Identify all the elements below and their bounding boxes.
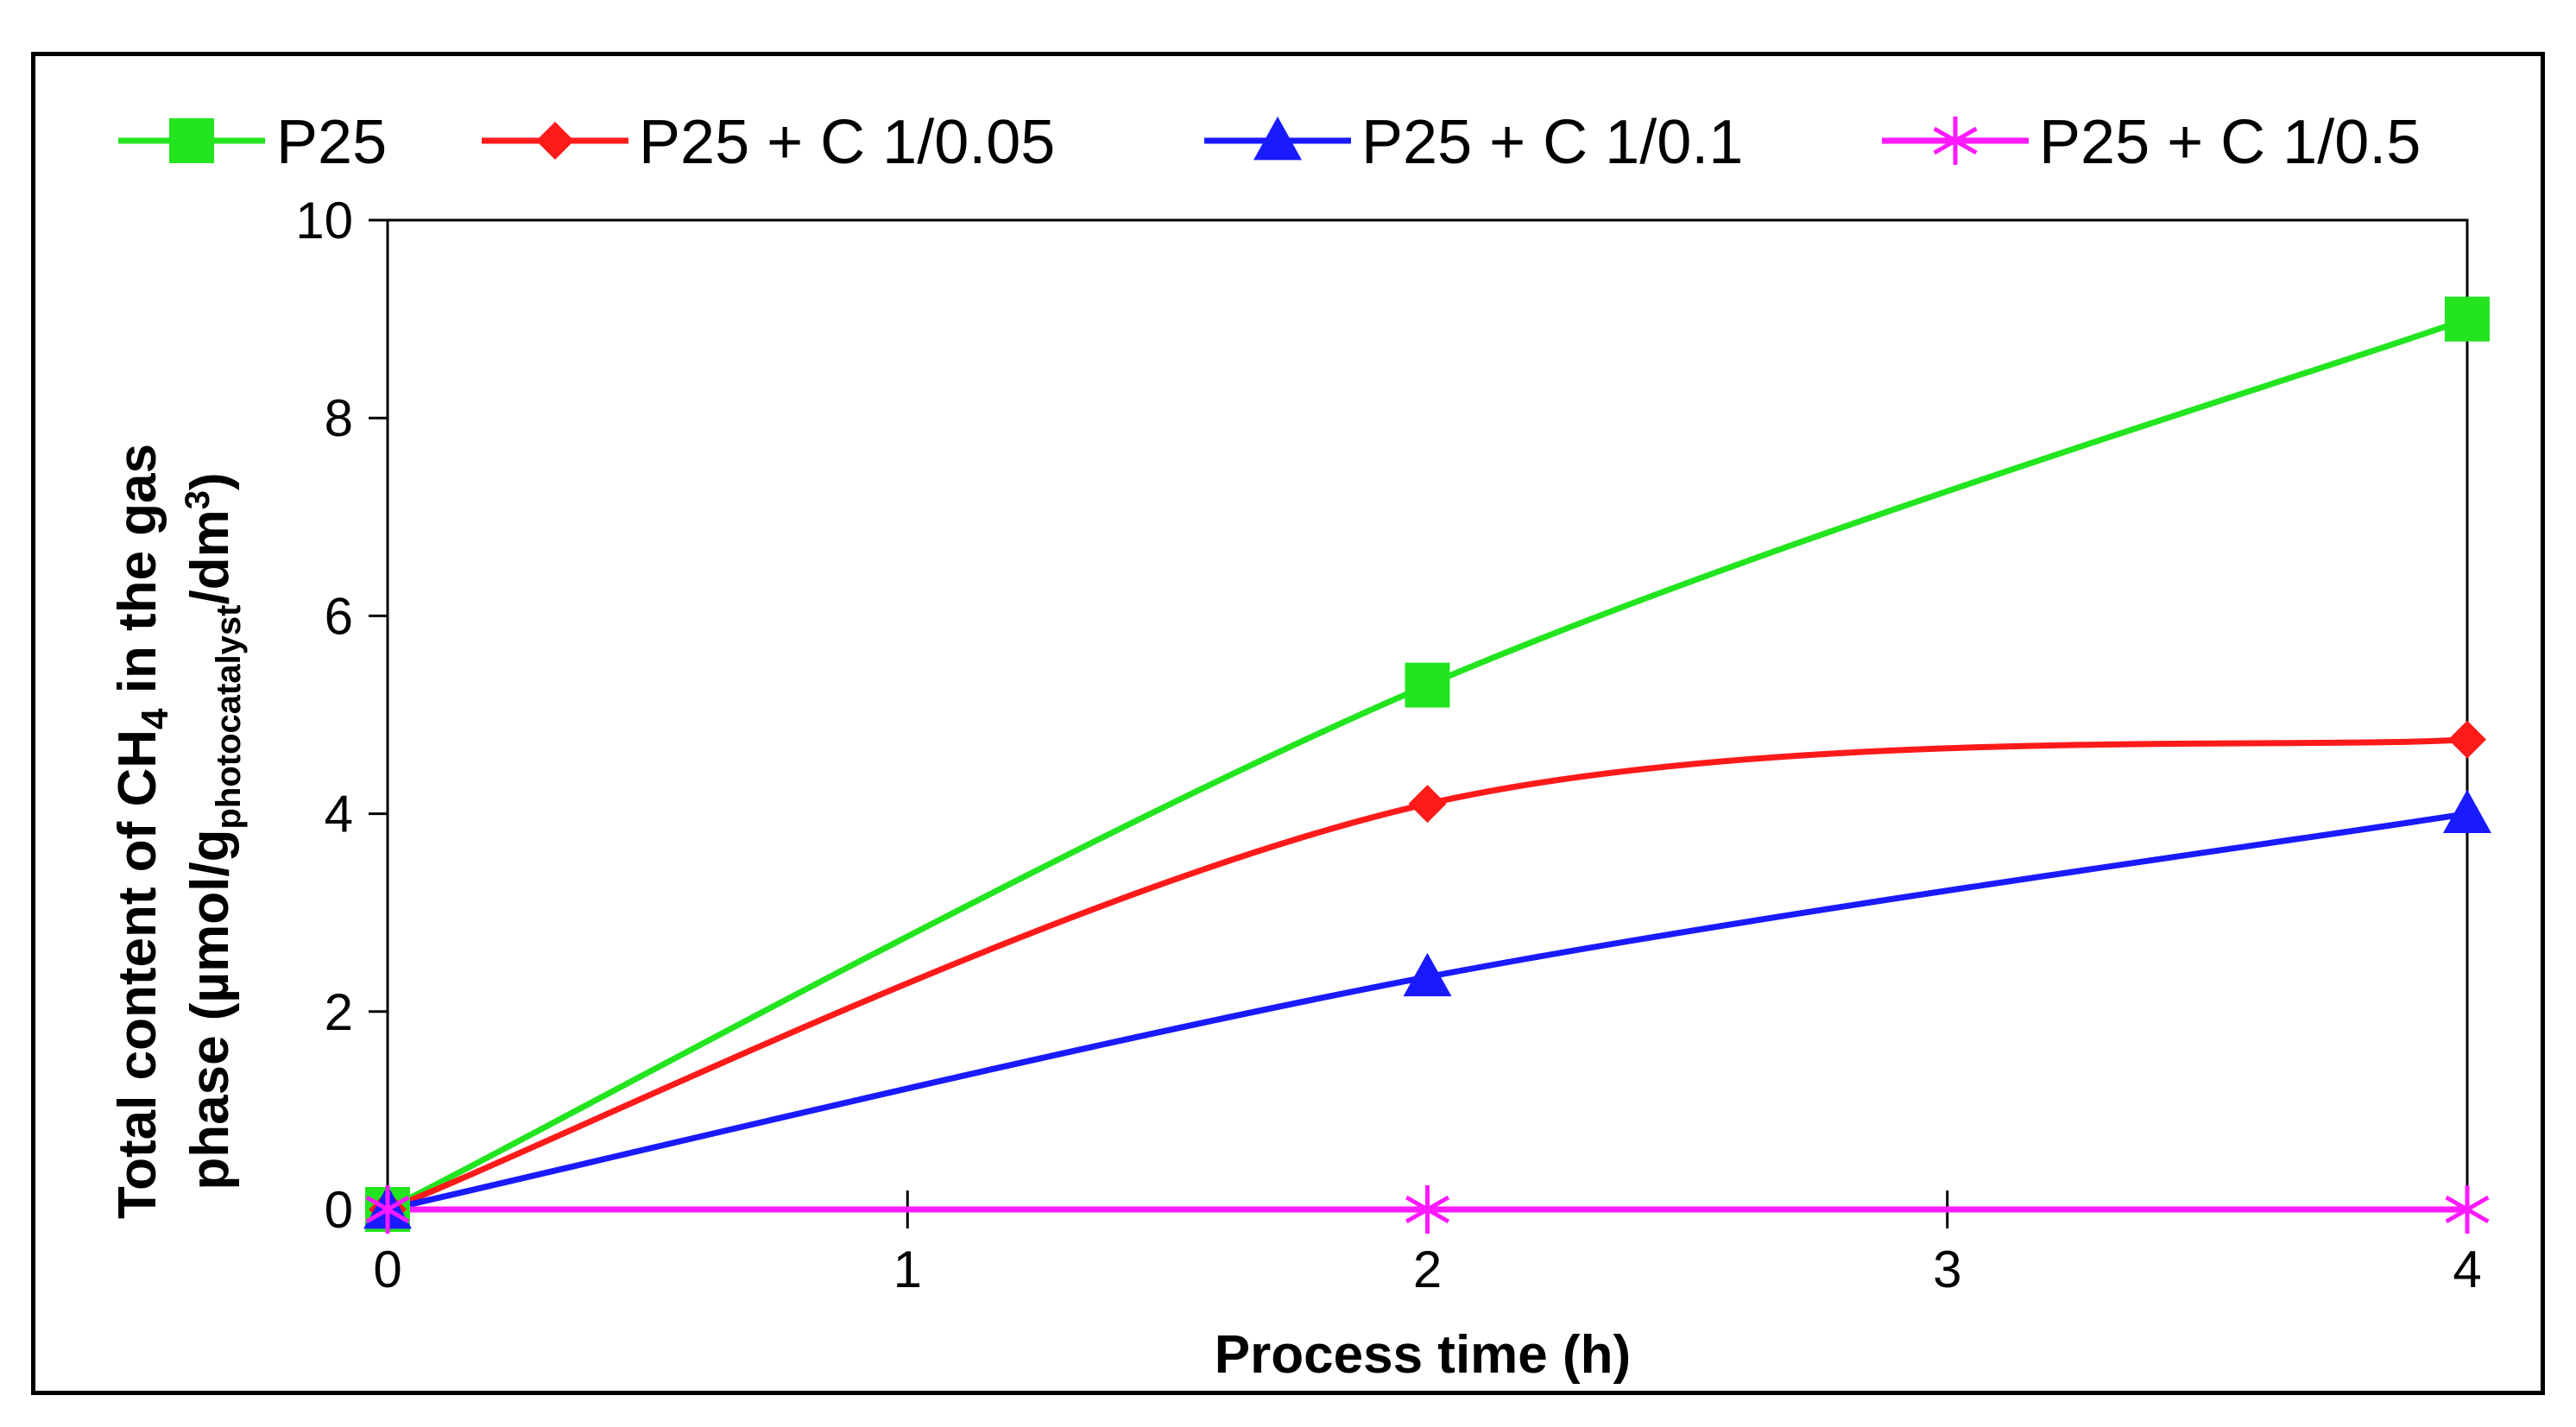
legend-item-0: P25: [118, 108, 387, 177]
legend-label: P25 + C 1/0.5: [2039, 108, 2421, 177]
x-tick-label: 3: [1933, 1241, 1961, 1298]
plot-area-border: [386, 218, 2469, 1211]
y-axis-title: Total content of CH4 in the gas phase (µ…: [108, 444, 248, 1219]
x-tick-label: 4: [2453, 1241, 2481, 1298]
y-axis-title-line2: phase (µmol/gphotocatalyst/dm3): [179, 472, 248, 1190]
data-point-series-2: [1403, 952, 1452, 997]
data-point-series-1: [1408, 785, 1447, 824]
x-tick-label: 1: [893, 1241, 922, 1298]
y-tick-label: 10: [295, 192, 353, 249]
data-point-series-0: [2445, 296, 2490, 342]
data-point-series-3: [2445, 1185, 2490, 1234]
y-tick-label: 2: [325, 983, 353, 1041]
data-point-series-0: [1405, 662, 1450, 708]
chart-frame: [31, 52, 2545, 1395]
legend-item-1: P25 + C 1/0.05: [482, 108, 1055, 177]
legend-marker: [1253, 117, 1302, 161]
y-axis-title-line1: Total content of CH4 in the gas: [108, 444, 176, 1219]
legend-item-3: P25 + C 1/0.5: [1882, 108, 2421, 177]
legend-label: P25 + C 1/0.1: [1361, 108, 1743, 177]
legend-marker: [536, 122, 574, 160]
data-point-series-1: [2448, 720, 2486, 759]
legend-marker: [1933, 117, 1978, 165]
series-layer: [363, 296, 2491, 1234]
series-line-2: [387, 811, 2468, 1213]
legend-label: P25: [276, 108, 387, 177]
y-tick-label: 4: [325, 786, 353, 843]
axes: [386, 218, 2469, 1211]
tick-labels: 0 1 2 3 4 0 2 4 6 8 10: [295, 192, 2481, 1298]
y-tick-label: 0: [325, 1181, 353, 1239]
x-tick-label: 0: [373, 1241, 401, 1298]
data-point-series-2: [2443, 789, 2491, 833]
legend-marker: [169, 118, 214, 163]
y-tick-label: 8: [325, 389, 353, 447]
data-point-series-3: [365, 1185, 410, 1234]
legend-item-2: P25 + C 1/0.1: [1204, 108, 1743, 177]
legend-label: P25 + C 1/0.05: [639, 108, 1055, 177]
legend: P25 P25 + C 1/0.05 P25 + C 1/0.1 P25 + C 1/…: [118, 108, 2421, 177]
data-point-series-3: [1405, 1185, 1450, 1234]
x-tick-label: 2: [1413, 1241, 1442, 1298]
y-tick-label: 6: [325, 587, 353, 645]
x-axis-title: Process time (h): [1215, 1325, 1631, 1385]
